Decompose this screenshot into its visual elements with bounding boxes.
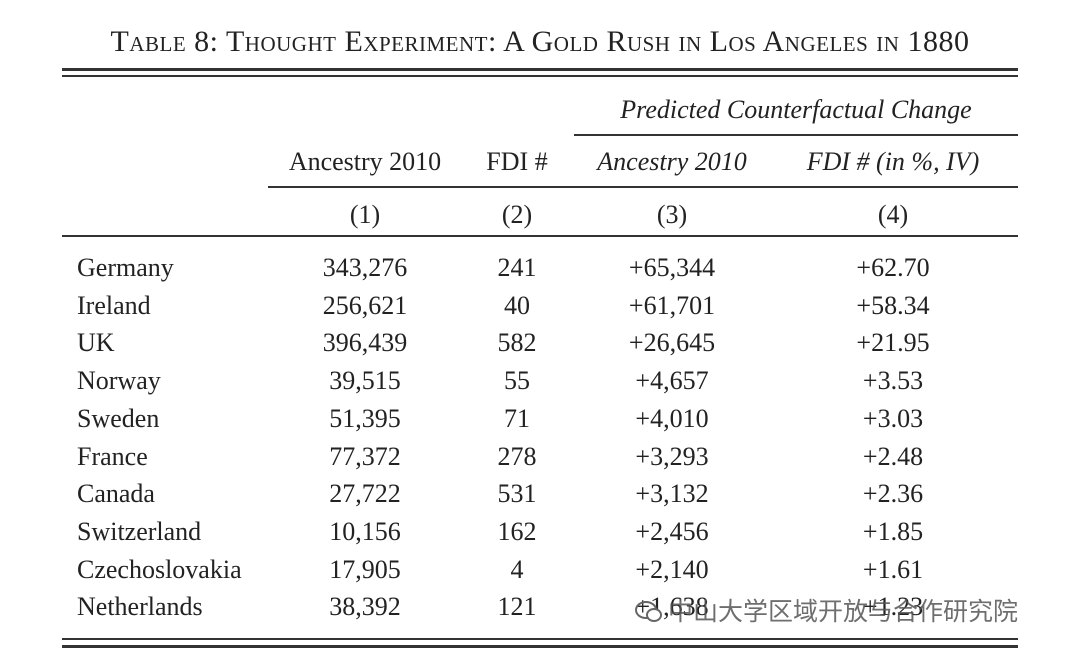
row-label: Czechoslovakia <box>77 554 242 584</box>
watermark: 中山大学区域开放与合作研究院 <box>668 597 1019 626</box>
row-label: Ireland <box>77 290 151 320</box>
cell: 71 <box>504 403 530 433</box>
cell: +62.70 <box>856 253 930 282</box>
cell: +4,657 <box>635 366 709 396</box>
table-title: Table 8: Thought Experiment: A Gold Rush… <box>110 25 970 58</box>
top-rule <box>62 75 1018 77</box>
row-label: Sweden <box>77 403 160 433</box>
cell: +3,132 <box>635 479 709 509</box>
column-header: Ancestry 2010 <box>597 147 747 176</box>
column-number: (3) <box>656 200 688 229</box>
column-number: (4) <box>877 200 909 229</box>
cell: 241 <box>497 253 537 282</box>
cell: +2,456 <box>635 516 709 546</box>
cell: 121 <box>497 592 537 622</box>
cell: 531 <box>497 479 537 509</box>
cell: 17,905 <box>329 554 401 584</box>
cell: +1.85 <box>862 516 924 546</box>
cell: +2.48 <box>862 441 924 471</box>
column-header: FDI # (in %, IV) <box>806 147 980 176</box>
column-number: (2) <box>501 200 533 229</box>
row-label: France <box>77 441 148 471</box>
cell: +58.34 <box>856 290 930 320</box>
cell: 343,276 <box>322 253 408 282</box>
cell: 10,156 <box>329 516 401 546</box>
group-rule <box>574 134 1018 136</box>
row-label: Germany <box>77 253 174 282</box>
cell: 4 <box>510 554 524 584</box>
cell: 162 <box>497 516 537 546</box>
cell: 55 <box>504 366 530 396</box>
cell: 51,395 <box>329 403 401 433</box>
row-label: Canada <box>77 479 155 509</box>
column-number: (1) <box>349 200 381 229</box>
cell: 77,372 <box>329 441 401 471</box>
row-label: UK <box>77 328 115 358</box>
watermark-icon <box>635 601 662 622</box>
cell: 27,722 <box>329 479 401 509</box>
cell: +21.95 <box>856 328 930 358</box>
cell: +65,344 <box>628 253 716 282</box>
cell: +1.61 <box>862 554 924 584</box>
row-label: Netherlands <box>77 592 203 622</box>
cell: 278 <box>497 441 537 471</box>
top-rule <box>62 68 1018 71</box>
cell: +3.03 <box>862 403 924 433</box>
cell: 39,515 <box>329 366 401 396</box>
cell: +1.23 <box>862 592 924 622</box>
cell: 38,392 <box>329 592 401 622</box>
cell: +26,645 <box>628 328 716 358</box>
row-label: Norway <box>77 366 161 396</box>
bottom-rule <box>62 638 1018 640</box>
column-header: Ancestry 2010 <box>288 147 442 176</box>
cell: 256,621 <box>322 290 408 320</box>
row-label: Switzerland <box>77 516 202 546</box>
bottom-rule <box>62 645 1018 648</box>
cell: +3.53 <box>862 366 924 396</box>
cell: +2.36 <box>862 479 924 509</box>
column-header: FDI # <box>486 147 548 176</box>
cell: +61,701 <box>628 290 716 320</box>
header-rule <box>62 235 1018 237</box>
cell: +4,010 <box>635 403 709 433</box>
header-rule <box>268 186 1018 188</box>
group-header: Predicted Counterfactual Change <box>620 95 972 124</box>
cell: +2,140 <box>635 554 709 584</box>
cell: +3,293 <box>635 441 709 471</box>
cell: 582 <box>497 328 537 358</box>
cell: 40 <box>504 290 530 320</box>
cell: 396,439 <box>322 328 408 358</box>
